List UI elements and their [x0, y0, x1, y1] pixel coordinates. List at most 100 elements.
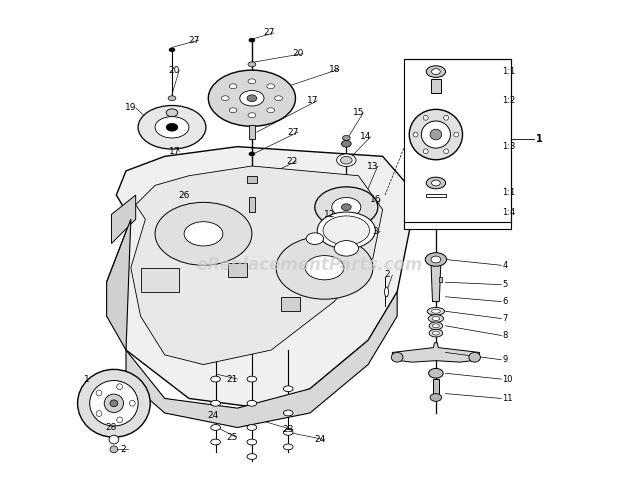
- Ellipse shape: [247, 95, 257, 102]
- Text: 26: 26: [179, 190, 190, 200]
- Text: 23: 23: [283, 426, 294, 434]
- Text: 2: 2: [121, 445, 126, 454]
- Text: 9: 9: [502, 355, 508, 364]
- Ellipse shape: [247, 400, 257, 406]
- Ellipse shape: [432, 69, 440, 75]
- Ellipse shape: [109, 435, 119, 444]
- Ellipse shape: [155, 116, 189, 138]
- Text: 1:1: 1:1: [502, 188, 515, 197]
- Ellipse shape: [211, 439, 221, 445]
- Polygon shape: [131, 166, 383, 365]
- Ellipse shape: [432, 317, 440, 320]
- Ellipse shape: [96, 411, 102, 416]
- Text: 18: 18: [329, 65, 340, 74]
- Ellipse shape: [168, 96, 176, 101]
- Text: 3: 3: [373, 227, 378, 236]
- Ellipse shape: [90, 380, 138, 426]
- Ellipse shape: [433, 331, 440, 335]
- Text: 17: 17: [307, 96, 318, 105]
- Polygon shape: [107, 147, 417, 408]
- Ellipse shape: [248, 79, 256, 84]
- Ellipse shape: [306, 233, 324, 244]
- Ellipse shape: [409, 110, 463, 160]
- Text: 20: 20: [169, 66, 180, 75]
- Ellipse shape: [211, 425, 221, 431]
- Ellipse shape: [267, 84, 275, 89]
- Text: 1: 1: [536, 134, 543, 144]
- Ellipse shape: [247, 439, 257, 445]
- Text: 20: 20: [292, 49, 304, 58]
- Ellipse shape: [469, 353, 481, 362]
- Text: 5: 5: [502, 280, 508, 289]
- Ellipse shape: [211, 400, 221, 406]
- Text: eReplacementParts.com: eReplacementParts.com: [197, 256, 423, 274]
- Ellipse shape: [276, 236, 373, 299]
- Ellipse shape: [283, 444, 293, 450]
- Ellipse shape: [391, 353, 403, 362]
- Ellipse shape: [317, 212, 375, 249]
- Text: 1:1: 1:1: [502, 67, 515, 76]
- Ellipse shape: [342, 140, 351, 147]
- Ellipse shape: [104, 394, 123, 412]
- Bar: [141, 268, 179, 292]
- Text: 6: 6: [502, 297, 508, 306]
- Bar: [249, 198, 255, 212]
- Ellipse shape: [96, 390, 102, 396]
- Text: 13: 13: [367, 162, 379, 170]
- Bar: [433, 379, 439, 398]
- Ellipse shape: [117, 417, 123, 423]
- Text: 4: 4: [502, 261, 508, 270]
- Text: 24: 24: [314, 435, 326, 444]
- Ellipse shape: [429, 322, 443, 330]
- Ellipse shape: [221, 96, 229, 101]
- Ellipse shape: [138, 106, 206, 149]
- Ellipse shape: [166, 123, 178, 131]
- Text: 10: 10: [502, 375, 513, 384]
- Text: 1:4: 1:4: [502, 207, 515, 217]
- Ellipse shape: [283, 386, 293, 392]
- Ellipse shape: [433, 324, 440, 328]
- Text: 1: 1: [84, 375, 90, 384]
- Text: 11: 11: [502, 394, 513, 403]
- Ellipse shape: [229, 108, 237, 112]
- Ellipse shape: [337, 154, 356, 167]
- Ellipse shape: [275, 96, 282, 101]
- Text: 22: 22: [286, 157, 297, 166]
- Bar: [440, 278, 442, 282]
- Ellipse shape: [110, 446, 118, 453]
- Text: 21: 21: [227, 375, 238, 384]
- Ellipse shape: [432, 309, 440, 313]
- Text: 27: 27: [287, 128, 299, 137]
- Text: 2: 2: [384, 270, 390, 280]
- Ellipse shape: [413, 132, 418, 137]
- Ellipse shape: [342, 204, 351, 210]
- Ellipse shape: [422, 121, 450, 148]
- Text: 7: 7: [502, 314, 508, 323]
- Ellipse shape: [155, 202, 252, 265]
- Ellipse shape: [384, 287, 389, 297]
- Ellipse shape: [431, 256, 441, 263]
- Text: 17: 17: [169, 147, 180, 156]
- Text: 27: 27: [188, 36, 200, 45]
- Ellipse shape: [315, 187, 378, 227]
- Polygon shape: [126, 292, 397, 428]
- Ellipse shape: [249, 38, 255, 42]
- Bar: [281, 297, 300, 311]
- Bar: [404, 59, 511, 229]
- Ellipse shape: [426, 66, 446, 77]
- Bar: [431, 79, 441, 94]
- Text: 1:3: 1:3: [502, 142, 516, 151]
- Polygon shape: [431, 265, 441, 301]
- Ellipse shape: [454, 132, 459, 137]
- Ellipse shape: [429, 329, 443, 337]
- Ellipse shape: [229, 84, 237, 89]
- Ellipse shape: [428, 369, 443, 378]
- Ellipse shape: [334, 241, 358, 256]
- Bar: [247, 176, 257, 183]
- Ellipse shape: [166, 109, 178, 116]
- Text: 25: 25: [226, 432, 237, 442]
- Ellipse shape: [248, 113, 256, 117]
- Ellipse shape: [247, 376, 257, 382]
- Text: 1:2: 1:2: [502, 96, 515, 105]
- Ellipse shape: [110, 400, 118, 407]
